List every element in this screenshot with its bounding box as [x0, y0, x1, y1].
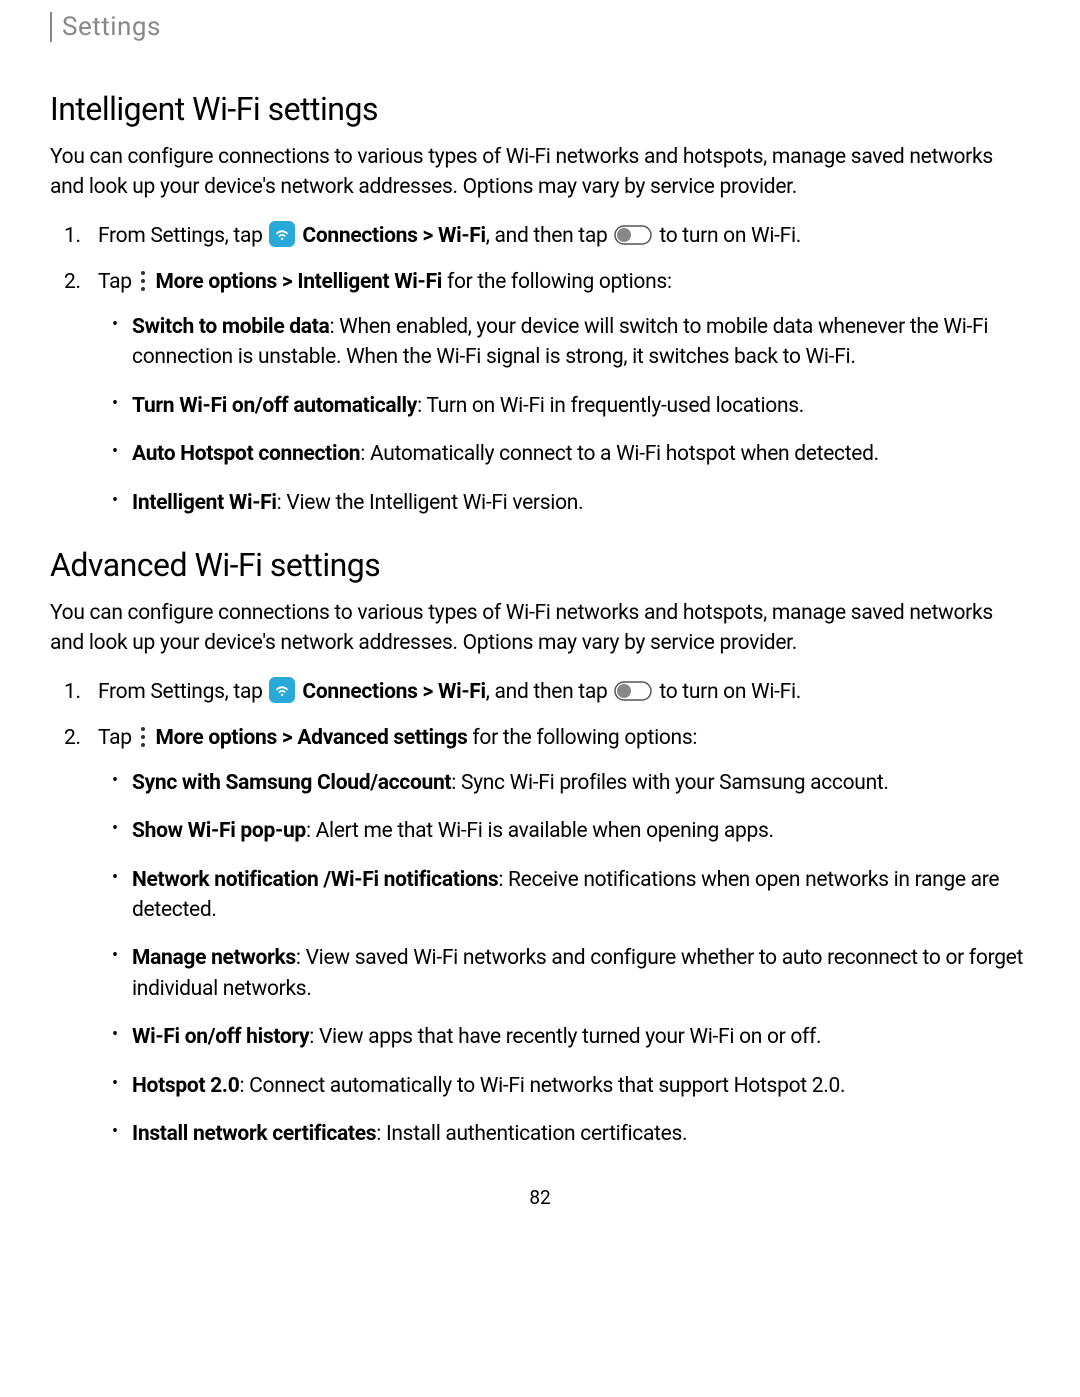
bullet-item: Sync with Samsung Cloud/account: Sync Wi… [132, 768, 1030, 798]
step1-pre: From Settings, tap [98, 224, 263, 248]
bullet-item: Install network certificates: Install au… [132, 1119, 1030, 1149]
bullet-label: Intelligent Wi-Fi [132, 491, 277, 515]
bullet-text: : Install authentication certificates. [376, 1122, 687, 1146]
wifi-icon [269, 677, 295, 703]
bullet-item: Wi-Fi on/off history: View apps that hav… [132, 1022, 1030, 1052]
bullet-text: : Turn on Wi-Fi in frequently-used locat… [417, 394, 804, 418]
intro-intelligent: You can configure connections to various… [50, 142, 1030, 203]
steps-advanced: From Settings, tap Connections > Wi-Fi, … [50, 677, 1030, 1150]
section-heading-advanced: Advanced Wi-Fi settings [50, 546, 1030, 584]
step1-connections: Connections [302, 224, 417, 248]
step1-sep1: > [423, 224, 434, 248]
bullet-text: : Connect automatically to Wi-Fi network… [239, 1074, 845, 1098]
wifi-icon [269, 221, 295, 247]
bullet-label: Switch to mobile data [132, 315, 329, 339]
step-2-advanced: Tap More options > Advanced settings for… [98, 723, 1030, 1149]
bullet-item: Switch to mobile data: When enabled, you… [132, 312, 1030, 373]
step2-post: for the following options: [447, 270, 672, 294]
steps-intelligent: From Settings, tap Connections > Wi-Fi, … [50, 221, 1030, 518]
step1-wifi: Wi-Fi [438, 680, 486, 704]
bullet-item: Manage networks: View saved Wi-Fi networ… [132, 943, 1030, 1004]
step1-sep1: > [423, 680, 434, 704]
bullet-item: Turn Wi-Fi on/off automatically: Turn on… [132, 391, 1030, 421]
step1-post: to turn on Wi-Fi. [659, 680, 801, 704]
more-options-icon [139, 271, 147, 291]
bullets-advanced: Sync with Samsung Cloud/account: Sync Wi… [98, 768, 1030, 1150]
more-options-icon [139, 727, 147, 747]
bullet-item: Intelligent Wi-Fi: View the Intelligent … [132, 488, 1030, 518]
bullet-item: Auto Hotspot connection: Automatically c… [132, 439, 1030, 469]
bullet-text: : Automatically connect to a Wi-Fi hotsp… [360, 442, 879, 466]
step1-wifi: Wi-Fi [438, 224, 486, 248]
step2-more: More options [156, 270, 277, 294]
step2-sep: > [282, 726, 293, 750]
bullet-text: : Sync Wi-Fi profiles with your Samsung … [451, 771, 888, 795]
bullet-item: Show Wi-Fi pop-up: Alert me that Wi-Fi i… [132, 816, 1030, 846]
step2-sep: > [282, 270, 293, 294]
page-number: 82 [50, 1186, 1030, 1209]
bullet-text: : View the Intelligent Wi-Fi version. [277, 491, 584, 515]
bullet-text: : View apps that have recently turned yo… [309, 1025, 821, 1049]
section-heading-intelligent: Intelligent Wi-Fi settings [50, 90, 1030, 128]
step2-post: for the following options: [472, 726, 697, 750]
step1-post: to turn on Wi-Fi. [659, 224, 801, 248]
toggle-icon [614, 225, 652, 245]
step1-connections: Connections [302, 680, 417, 704]
step2-pre: Tap [98, 270, 132, 294]
bullet-label: Install network certificates [132, 1122, 376, 1146]
bullet-label: Network notification /Wi-Fi notification… [132, 868, 498, 892]
bullet-text: : Alert me that Wi-Fi is available when … [306, 819, 774, 843]
step-1-advanced: From Settings, tap Connections > Wi-Fi, … [98, 677, 1030, 707]
bullet-label: Manage networks [132, 946, 296, 970]
bullet-label: Wi-Fi on/off history [132, 1025, 309, 1049]
step2-pre: Tap [98, 726, 132, 750]
step2-more: More options [156, 726, 277, 750]
intro-advanced: You can configure connections to various… [50, 598, 1030, 659]
bullet-label: Hotspot 2.0 [132, 1074, 239, 1098]
step1-pre: From Settings, tap [98, 680, 263, 704]
toggle-icon [614, 681, 652, 701]
bullets-intelligent: Switch to mobile data: When enabled, you… [98, 312, 1030, 518]
bullet-label: Auto Hotspot connection [132, 442, 360, 466]
page-header-title: Settings [62, 12, 161, 42]
page-header: Settings [50, 12, 1030, 42]
step2-intelligent: Intelligent Wi-Fi [297, 270, 442, 294]
step1-mid: , and then tap [486, 224, 608, 248]
bullet-label: Show Wi-Fi pop-up [132, 819, 306, 843]
step-1-intelligent: From Settings, tap Connections > Wi-Fi, … [98, 221, 1030, 251]
step2-advanced: Advanced settings [297, 726, 467, 750]
step1-mid: , and then tap [486, 680, 608, 704]
bullet-label: Turn Wi-Fi on/off automatically [132, 394, 417, 418]
step-2-intelligent: Tap More options > Intelligent Wi-Fi for… [98, 267, 1030, 518]
bullet-item: Network notification /Wi-Fi notification… [132, 865, 1030, 926]
bullet-label: Sync with Samsung Cloud/account [132, 771, 451, 795]
bullet-item: Hotspot 2.0: Connect automatically to Wi… [132, 1071, 1030, 1101]
